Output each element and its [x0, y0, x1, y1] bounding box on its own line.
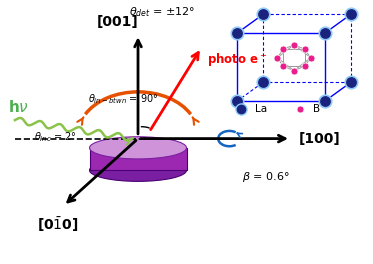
Ellipse shape [90, 159, 186, 181]
Polygon shape [90, 148, 186, 170]
Text: photo e$^-$: photo e$^-$ [207, 51, 267, 68]
Text: $\beta$ = 0.6$\degree$: $\beta$ = 0.6$\degree$ [242, 170, 290, 184]
Text: [100]: [100] [298, 131, 340, 146]
Text: $\theta_{det}$ = $\pm$12$\degree$: $\theta_{det}$ = $\pm$12$\degree$ [129, 5, 195, 19]
Text: h$\nu$: h$\nu$ [8, 99, 29, 115]
Text: $\theta_{in-btwn}$ = 90$\degree$: $\theta_{in-btwn}$ = 90$\degree$ [88, 92, 158, 106]
Ellipse shape [90, 137, 186, 159]
Text: B: B [313, 104, 320, 114]
Text: [001]: [001] [97, 15, 138, 29]
Text: $\theta_{inc}$ = 2$\degree$: $\theta_{inc}$ = 2$\degree$ [34, 131, 76, 144]
Text: [0$\bar{1}$0]: [0$\bar{1}$0] [37, 215, 79, 234]
Text: La: La [254, 104, 267, 114]
